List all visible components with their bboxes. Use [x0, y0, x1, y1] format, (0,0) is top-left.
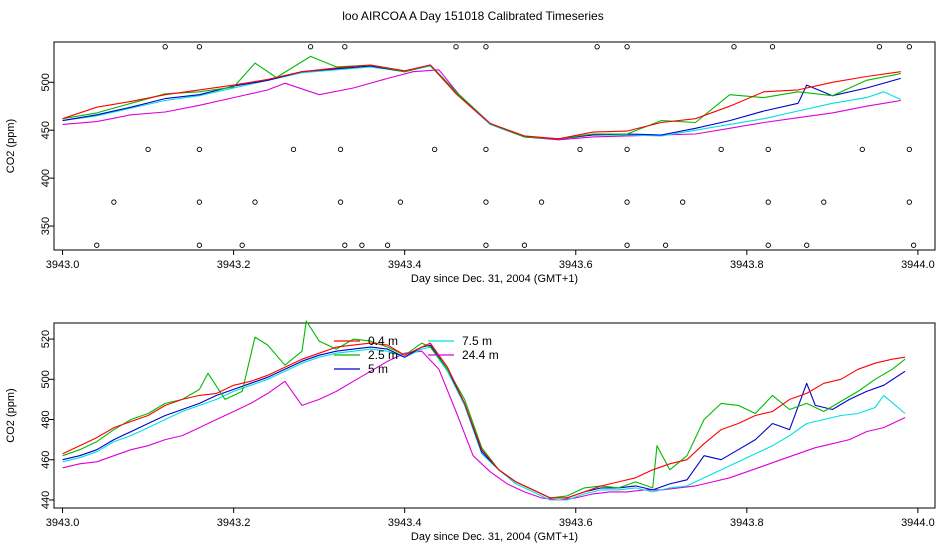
marker-point — [906, 44, 912, 50]
legend-entry: 2.5 m — [368, 348, 398, 362]
marker-point — [859, 146, 865, 153]
marker-point — [906, 199, 912, 205]
marker-point — [731, 44, 737, 50]
x-tick-label: 3943.8 — [730, 259, 764, 271]
x-tick-label: 3943.0 — [46, 259, 80, 271]
x-axis-label: Day since Dec. 31, 2004 (GMT+1) — [411, 531, 578, 543]
legend-entry: 0.4 m — [368, 334, 398, 348]
legend-entry: 7.5 m — [462, 334, 492, 348]
marker-point — [145, 146, 151, 153]
x-tick-label: 3943.8 — [730, 517, 764, 529]
legend-entry: 24.4 m — [462, 348, 499, 362]
x-tick-label: 3943.4 — [388, 259, 422, 271]
marker-point — [821, 199, 827, 205]
y-tick-label: 350 — [40, 217, 52, 235]
top-panel: 3943.0 3943.2 3943.4 3943.6 3943.8 3944.0 350 4… — [5, 41, 936, 285]
marker-point — [94, 242, 100, 248]
marker-point — [384, 242, 391, 248]
series-line-5-m — [62, 344, 906, 499]
marker-point — [196, 146, 203, 153]
x-tick-label: 3943.2 — [217, 517, 251, 529]
marker-point — [483, 242, 489, 248]
marker-point — [342, 44, 348, 50]
plot-frame — [53, 41, 936, 251]
y-tick-label: 520 — [40, 330, 52, 348]
series-line-24-4-m — [62, 350, 906, 501]
marker-point — [906, 146, 912, 153]
x-axis-label: Day since Dec. 31, 2004 (GMT+1) — [411, 273, 578, 285]
marker-point — [624, 199, 630, 205]
marker-point — [111, 199, 117, 205]
marker-point — [483, 44, 489, 50]
marker-point — [196, 242, 203, 248]
marker-point — [680, 199, 686, 205]
series-line-7-5-m — [62, 346, 906, 501]
marker-point — [337, 199, 344, 205]
marker-point — [453, 44, 459, 50]
x-tick-label: 3944.0 — [901, 259, 935, 271]
marker-point — [624, 242, 630, 248]
marker-point — [483, 146, 489, 153]
bottom-panel: 3943.0 3943.2 3943.4 3943.6 3943.8 3944.0 440 4… — [5, 320, 936, 543]
plot-frame — [53, 322, 936, 509]
y-tick-label: 500 — [40, 370, 52, 388]
series-line-7-5-m — [62, 65, 902, 140]
legend-entry: 5 m — [368, 362, 388, 376]
marker-point — [397, 199, 404, 205]
series-line-24-4-m — [62, 69, 901, 141]
series-line-5-m — [62, 64, 901, 140]
marker-point — [307, 44, 314, 50]
y-tick-label: 440 — [40, 491, 52, 509]
series-line-2-5-m — [62, 320, 906, 499]
marker-point — [337, 146, 344, 153]
y-axis-label: CO2 (ppm) — [5, 119, 17, 173]
y-tick-label: 460 — [40, 451, 52, 469]
y-tick-label: 500 — [40, 73, 52, 91]
marker-point — [718, 146, 724, 153]
series-line-0-4-m — [62, 342, 906, 499]
marker-point — [342, 242, 348, 248]
marker-point — [876, 44, 883, 50]
marker-point — [765, 146, 771, 153]
x-tick-label: 3943.0 — [46, 517, 80, 529]
chart-title: loo AIRCOA A Day 151018 Calibrated Times… — [342, 9, 603, 23]
marker-point — [290, 146, 297, 153]
marker-point — [804, 242, 810, 248]
marker-point — [196, 44, 203, 50]
y-tick-label: 450 — [40, 121, 52, 139]
marker-point — [483, 199, 489, 205]
y-axis-label: CO2 (ppm) — [5, 388, 17, 442]
marker-point — [624, 146, 630, 153]
marker-point — [431, 146, 438, 153]
x-tick-label: 3943.4 — [388, 517, 422, 529]
y-tick-label: 400 — [40, 169, 52, 187]
marker-point — [538, 199, 545, 205]
marker-point — [769, 44, 776, 50]
x-tick-label: 3943.2 — [217, 259, 251, 271]
marker-point — [196, 199, 203, 205]
marker-point — [765, 242, 771, 248]
marker-point — [765, 199, 771, 205]
marker-point — [577, 146, 583, 153]
x-tick-label: 3944.0 — [901, 517, 935, 529]
series-line-0-4-m — [62, 64, 901, 140]
marker-point — [359, 242, 365, 248]
marker-point — [624, 44, 630, 50]
x-tick-label: 3943.6 — [559, 259, 593, 271]
marker-point — [162, 44, 168, 50]
marker-point — [594, 44, 600, 50]
marker-point — [239, 242, 245, 248]
x-tick-label: 3943.6 — [559, 517, 593, 529]
marker-point — [521, 242, 528, 248]
y-tick-label: 480 — [40, 410, 52, 428]
marker-point — [252, 199, 258, 205]
marker-point — [662, 242, 669, 248]
marker-point — [910, 242, 917, 248]
